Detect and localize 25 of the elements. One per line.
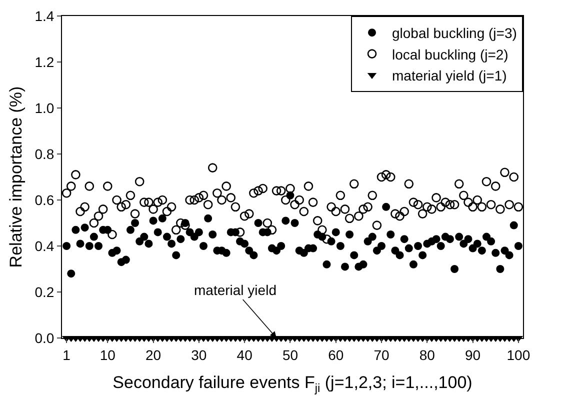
x-tick-label: 30 <box>191 346 207 363</box>
x-tick-label: 20 <box>146 346 162 363</box>
y-axis-title: Relative importance (%) <box>6 86 26 268</box>
y-tick-label: 0.4 <box>34 238 54 254</box>
x-tick-label: 100 <box>506 346 530 363</box>
x-axis-title: Secondary failure events F$_{ji}$ (j=1,2,3; i=1,...,100) <box>112 373 472 395</box>
y-tick-label: 0.0 <box>34 330 54 346</box>
annotation: material yield <box>194 282 276 298</box>
x-tick-label: 60 <box>328 346 344 363</box>
y-tick-label: 0.2 <box>34 284 54 300</box>
x-tick-label: 1 <box>62 346 71 363</box>
legend-label: local buckling (j=2) <box>392 46 508 62</box>
y-tick-label: 0.8 <box>34 146 54 162</box>
x-tick-label: 90 <box>465 346 481 363</box>
legend-label: global buckling (j=3) <box>392 25 517 42</box>
y-tick-label: 1.4 <box>34 8 54 24</box>
x-tick-label: 80 <box>419 346 436 363</box>
x-tick-label: 40 <box>236 346 253 363</box>
y-tick-label: 0.6 <box>34 192 54 208</box>
x-tick-label: 70 <box>374 346 390 363</box>
x-tick-label: 50 <box>282 346 298 363</box>
x-tick-label: 10 <box>100 346 116 363</box>
y-tick-label: 1.2 <box>34 54 54 70</box>
y-tick-label: 1.0 <box>34 100 54 116</box>
legend-label: material yield (j=1) <box>392 67 507 84</box>
